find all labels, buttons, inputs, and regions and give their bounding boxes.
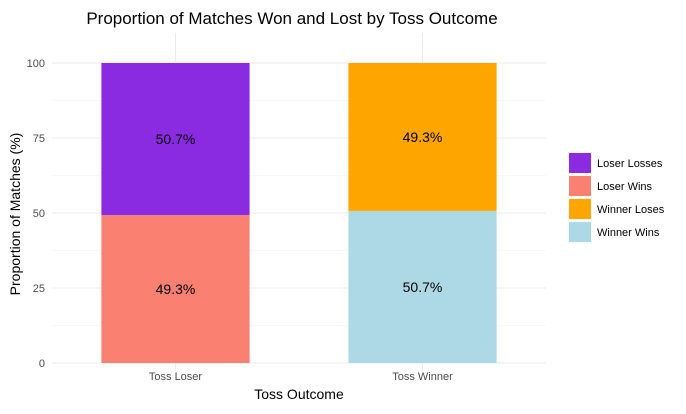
legend-swatch (569, 176, 591, 196)
legend-swatch (569, 153, 591, 173)
legend-label: Loser Losses (597, 158, 663, 170)
y-tick-label: 50 (33, 208, 45, 220)
chart-title: Proportion of Matches Won and Lost by To… (86, 9, 497, 28)
x-axis-title: Toss Outcome (254, 386, 344, 402)
bar-segment (101, 63, 250, 216)
y-tick-label: 75 (33, 133, 45, 145)
bar-value-label: 50.7% (156, 131, 196, 147)
y-axis-title: Proportion of Matches (%) (7, 133, 23, 296)
bar-segment (348, 210, 497, 363)
legend-label: Winner Loses (597, 204, 665, 216)
legend: Loser Losses Loser Wins Winner Loses Winner… (569, 153, 665, 242)
value-labels-layer: 49.3% 50.7% 50.7% 49.3% (156, 129, 443, 297)
legend-swatch (569, 199, 591, 219)
bar-segment (101, 215, 250, 363)
bar-value-label: 50.7% (403, 279, 443, 295)
y-tick-labels: 0 25 50 75 100 (27, 58, 45, 370)
bars-layer (101, 63, 497, 363)
legend-label: Loser Wins (597, 181, 653, 193)
x-tick-label: Toss Loser (149, 371, 203, 383)
x-tick-labels: Toss Loser Toss Winner (149, 371, 453, 383)
x-tick-label: Toss Winner (392, 371, 453, 383)
bar-value-label: 49.3% (403, 129, 443, 145)
y-tick-label: 100 (27, 58, 45, 70)
bar-segment (348, 63, 497, 211)
bar-value-label: 49.3% (156, 281, 196, 297)
legend-swatch (569, 222, 591, 242)
legend-label: Winner Wins (597, 227, 660, 239)
y-tick-label: 25 (33, 283, 45, 295)
y-tick-label: 0 (39, 358, 45, 370)
